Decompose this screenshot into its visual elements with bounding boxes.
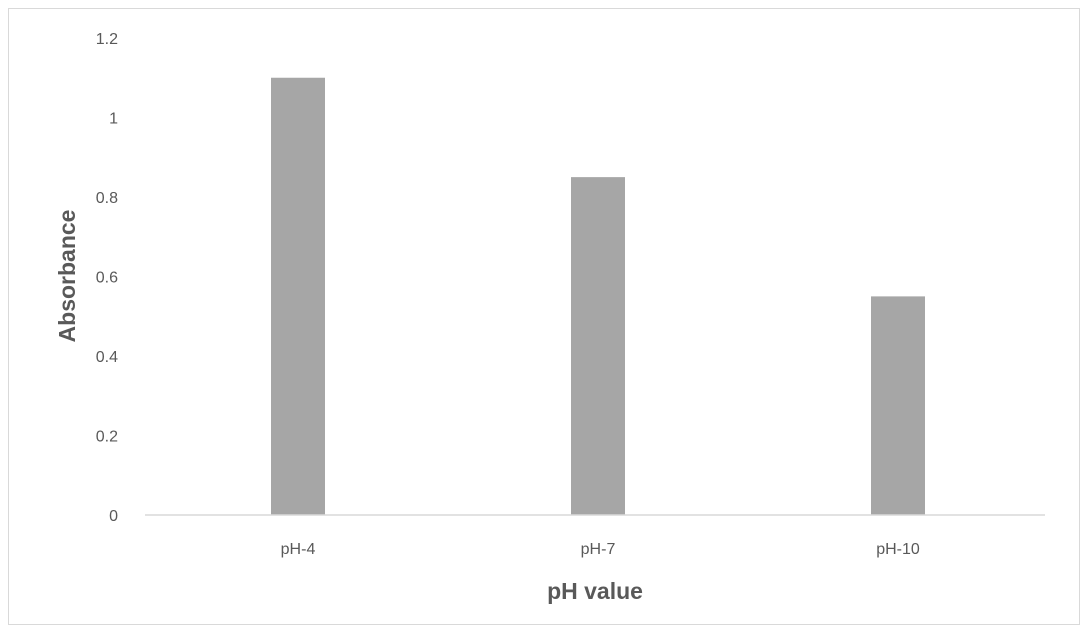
x-tick-label: pH-7 (581, 541, 616, 558)
y-tick-label: 0.2 (96, 429, 118, 446)
y-tick-label: 0 (109, 508, 118, 525)
bars (271, 77, 925, 515)
x-tick-label: pH-10 (876, 541, 920, 558)
x-tick-label: pH-4 (281, 541, 316, 558)
y-tick-label: 0.6 (96, 270, 118, 287)
y-tick-label: 0.8 (96, 190, 118, 207)
y-axis-title: Absorbance (54, 210, 80, 343)
bar-ph-4 (271, 77, 325, 515)
bar-ph-10 (871, 296, 925, 515)
bar-ph-7 (571, 177, 625, 515)
y-tick-label: 0.4 (96, 349, 118, 366)
y-tick-label: 1 (109, 111, 118, 128)
x-axis-title: pH value (547, 578, 643, 604)
y-tick-label: 1.2 (96, 31, 118, 48)
x-axis-ticks: pH-4 pH-7 pH-10 (281, 541, 920, 558)
y-axis-ticks: 0 0.2 0.4 0.6 0.8 1 1.2 (96, 31, 118, 525)
